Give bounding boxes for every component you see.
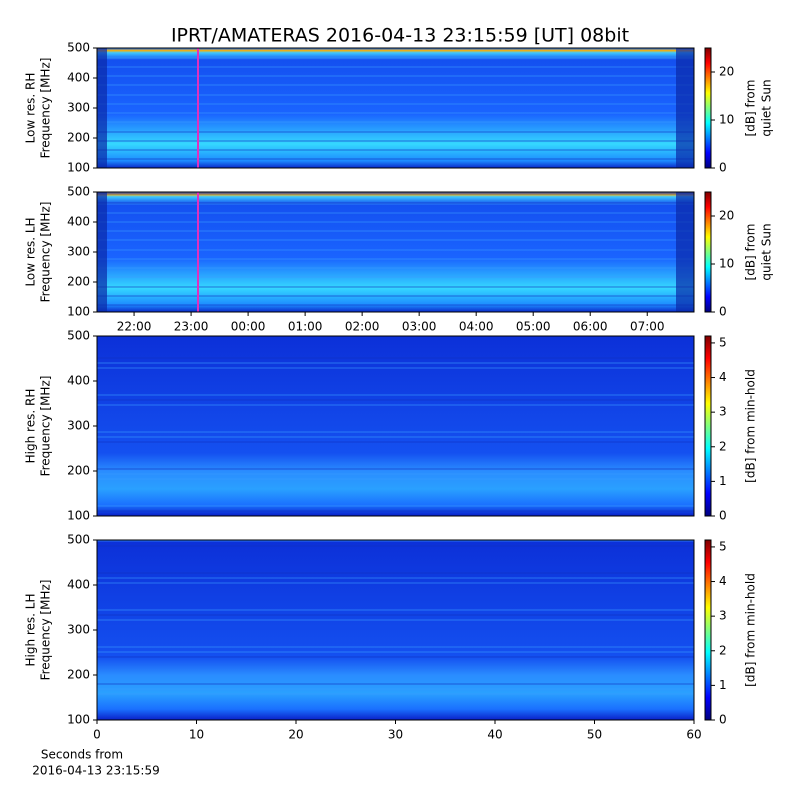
y-tick-label: 100 <box>67 161 90 175</box>
colorbar-label: [dB] from min-hold <box>744 369 758 483</box>
x-tick-label: 0 <box>93 728 101 742</box>
edge-band <box>97 48 107 168</box>
spectrogram <box>97 540 694 720</box>
y-tick-label: 500 <box>67 329 90 343</box>
y-tick-label: 100 <box>67 509 90 523</box>
y-tick-label: 200 <box>67 275 90 289</box>
colorbar-tick-label: 0 <box>719 305 727 319</box>
y-tick-label: 300 <box>67 101 90 115</box>
y-tick-label: 400 <box>67 71 90 85</box>
colorbar-tick-label: 3 <box>719 609 727 623</box>
colorbar-tick-label: 0 <box>719 161 727 175</box>
edge-band <box>97 192 107 312</box>
colorbar-tick-label: 3 <box>719 405 727 419</box>
y-axis-label: Frequency [MHz] <box>39 580 53 681</box>
x-tick-label: 23:00 <box>174 320 209 334</box>
edge-band <box>676 48 694 168</box>
x-tick-label: 30 <box>388 728 403 742</box>
colorbar-tick-label: 1 <box>719 678 727 692</box>
colorbar-tick-label: 0 <box>719 509 727 523</box>
x-tick-label: 20 <box>288 728 303 742</box>
y-axis-label: High res. LH <box>24 593 38 666</box>
y-tick-label: 100 <box>67 305 90 319</box>
colorbar-tick-label: 0 <box>719 713 727 727</box>
colorbar-label: quiet Sun <box>760 79 774 136</box>
spectrogram <box>97 192 694 312</box>
colorbar <box>704 335 712 517</box>
y-tick-label: 500 <box>67 533 90 547</box>
chart-title: IPRT/AMATERAS 2016-04-13 23:15:59 [UT] 0… <box>171 25 629 47</box>
colorbar-label: [dB] from min-hold <box>744 573 758 687</box>
colorbar-tick-label: 1 <box>719 474 727 488</box>
spectrogram <box>97 48 694 168</box>
colorbar-tick-label: 2 <box>719 439 727 453</box>
x-tick-label: 22:00 <box>117 320 152 334</box>
x-tick-label: 07:00 <box>630 320 665 334</box>
colorbar-tick-label: 4 <box>719 370 727 384</box>
x-tick-label: 50 <box>587 728 602 742</box>
y-axis-label: Frequency [MHz] <box>39 202 53 303</box>
x-tick-label: 40 <box>487 728 502 742</box>
y-tick-label: 100 <box>67 713 90 727</box>
y-tick-label: 400 <box>67 374 90 388</box>
colorbar-label: [dB] from <box>744 80 758 137</box>
x-axis-label: Seconds from <box>41 748 123 762</box>
colorbar-tick-label: 20 <box>719 209 734 223</box>
y-tick-label: 200 <box>67 131 90 145</box>
colorbar <box>704 539 712 721</box>
colorbar-tick-label: 5 <box>719 335 727 349</box>
colorbar-label: quiet Sun <box>760 223 774 280</box>
y-tick-label: 300 <box>67 623 90 637</box>
colorbar-tick-label: 2 <box>719 643 727 657</box>
x-tick-label: 01:00 <box>288 320 323 334</box>
x-tick-label: 02:00 <box>345 320 380 334</box>
x-tick-label: 03:00 <box>402 320 437 334</box>
y-axis-label: Low res. LH <box>24 217 38 286</box>
y-axis-label: Frequency [MHz] <box>39 376 53 477</box>
y-tick-label: 400 <box>67 215 90 229</box>
y-axis-label: Frequency [MHz] <box>39 58 53 159</box>
y-tick-label: 500 <box>67 41 90 55</box>
y-tick-label: 200 <box>67 668 90 682</box>
x-axis-label: 2016-04-13 23:15:59 <box>32 764 159 778</box>
y-tick-label: 200 <box>67 464 90 478</box>
y-axis-label: High res. RH <box>24 389 38 464</box>
y-tick-label: 300 <box>67 245 90 259</box>
colorbar-tick-label: 20 <box>719 65 734 79</box>
x-tick-label: 06:00 <box>573 320 608 334</box>
y-tick-label: 500 <box>67 185 90 199</box>
colorbar <box>704 191 712 313</box>
colorbar-label: [dB] from <box>744 224 758 281</box>
spectrogram <box>97 336 694 516</box>
y-tick-label: 300 <box>67 419 90 433</box>
x-tick-label: 04:00 <box>459 320 494 334</box>
colorbar-tick-label: 10 <box>719 257 734 271</box>
y-axis-label: Low res. RH <box>24 73 38 144</box>
colorbar-tick-label: 4 <box>719 574 727 588</box>
x-tick-label: 00:00 <box>231 320 266 334</box>
x-tick-label: 10 <box>189 728 204 742</box>
colorbar-tick-label: 5 <box>719 539 727 553</box>
x-tick-label: 05:00 <box>516 320 551 334</box>
x-tick-label: 60 <box>686 728 701 742</box>
edge-band <box>676 192 694 312</box>
colorbar <box>704 47 712 169</box>
colorbar-tick-label: 10 <box>719 113 734 127</box>
y-tick-label: 400 <box>67 578 90 592</box>
